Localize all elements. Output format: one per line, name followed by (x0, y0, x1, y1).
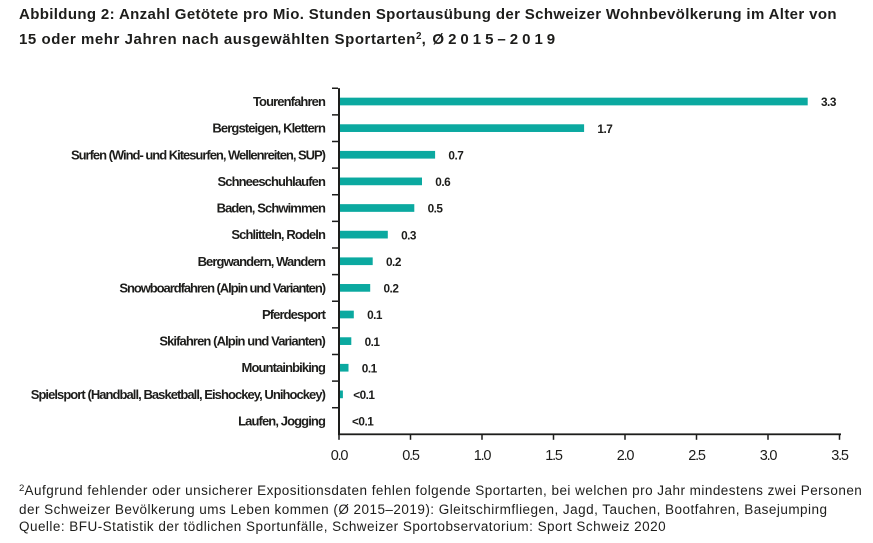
svg-text:Schlitteln, Rodeln: Schlitteln, Rodeln (231, 227, 326, 242)
svg-text:0.6: 0.6 (435, 175, 451, 189)
svg-text:3.0: 3.0 (760, 448, 778, 464)
svg-text:3.5: 3.5 (831, 448, 849, 464)
svg-text:1.0: 1.0 (474, 448, 492, 464)
svg-text:0.7: 0.7 (448, 148, 464, 162)
svg-text:2.5: 2.5 (688, 448, 706, 464)
svg-text:0.2: 0.2 (384, 282, 400, 296)
svg-text:0.3: 0.3 (401, 228, 417, 242)
svg-text:0.1: 0.1 (362, 361, 378, 375)
svg-text:Tourenfahren: Tourenfahren (253, 94, 326, 109)
svg-text:0.2: 0.2 (386, 255, 402, 269)
svg-text:Bergwandern, Wandern: Bergwandern, Wandern (198, 254, 326, 269)
svg-text:Baden, Schwimmen: Baden, Schwimmen (217, 201, 326, 216)
svg-text:0.0: 0.0 (331, 448, 349, 464)
svg-text:0.5: 0.5 (402, 448, 420, 464)
svg-text:Bergsteigen, Klettern: Bergsteigen, Klettern (212, 121, 326, 136)
svg-text:Snowboardfahren (Alpin und Var: Snowboardfahren (Alpin und Varianten) (119, 280, 325, 295)
svg-text:1.7: 1.7 (597, 122, 613, 136)
svg-text:Laufen, Jogging: Laufen, Jogging (238, 413, 326, 428)
svg-text:2.0: 2.0 (617, 448, 635, 464)
svg-text:Spielsport (Handball, Basketba: Spielsport (Handball, Basketball, Eishoc… (31, 387, 326, 402)
svg-text:<0.1: <0.1 (353, 388, 375, 402)
svg-text:0.5: 0.5 (428, 202, 444, 216)
svg-text:Schneeschuhlaufen: Schneeschuhlaufen (217, 174, 325, 189)
svg-text:Skifahren (Alpin und Varianten: Skifahren (Alpin und Varianten) (159, 334, 325, 349)
svg-text:Pferdesport: Pferdesport (262, 307, 327, 322)
svg-text:Mountainbiking: Mountainbiking (242, 360, 326, 375)
svg-text:Surfen (Wind- und Kitesurfen,: Surfen (Wind- und Kitesurfen, Wellenreit… (71, 147, 326, 162)
svg-text:0.1: 0.1 (365, 335, 381, 349)
svg-text:0.1: 0.1 (367, 308, 383, 322)
svg-text:3.3: 3.3 (821, 95, 837, 109)
svg-text:<0.1: <0.1 (352, 415, 374, 429)
svg-text:1.5: 1.5 (545, 448, 563, 464)
